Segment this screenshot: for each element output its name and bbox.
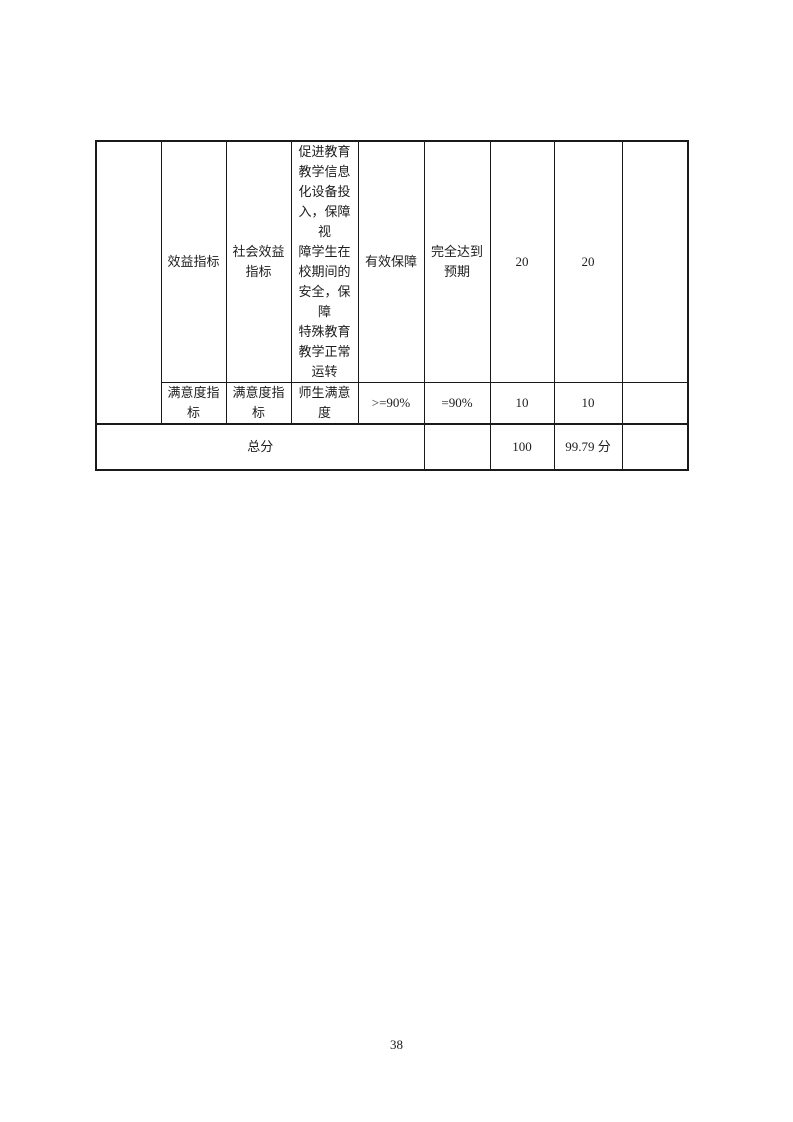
cell-benefit-full-score: 20 (489, 140, 555, 383)
cell-benefit-indicator: 促进教育 教学信息 化设备投 入，保障视 障学生在 校期间的 安全，保障 特殊教… (290, 140, 359, 383)
cell-total-full-score: 100 (489, 423, 555, 471)
cell-benefit-target: 有效保障 (357, 140, 425, 383)
cell-benefit-subcategory: 社会效益 指标 (225, 140, 292, 383)
cell-benefit-score: 20 (553, 140, 623, 383)
page-number: 38 (390, 1037, 403, 1052)
cell-total-label: 总分 (95, 423, 425, 471)
cell-total-note (621, 423, 689, 471)
cell-satisfaction-category: 满意度指 标 (160, 382, 227, 425)
cell-benefit-category: 效益指标 (160, 140, 227, 383)
cell-satisfaction-target: >=90% (357, 382, 425, 425)
cell-satisfaction-indicator: 师生满意 度 (290, 382, 359, 425)
performance-indicator-table: 效益指标 社会效益 指标 促进教育 教学信息 化设备投 入，保障视 障学生在 校… (95, 140, 689, 471)
cell-satisfaction-actual: =90% (423, 382, 491, 425)
cell-benefit-actual: 完全达到 预期 (423, 140, 491, 383)
table-row-satisfaction: 满意度指 标 满意度指 标 师生满意 度 >=90% =90% 10 10 (96, 382, 689, 425)
cell-satisfaction-subcategory: 满意度指 标 (225, 382, 292, 425)
cell-benefit-note (621, 140, 689, 383)
cell-left-spacer (95, 140, 162, 425)
table-row-benefit: 效益指标 社会效益 指标 促进教育 教学信息 化设备投 入，保障视 障学生在 校… (95, 140, 689, 425)
cell-satisfaction-full-score: 10 (489, 382, 555, 425)
cell-satisfaction-score: 10 (553, 382, 623, 425)
cell-total-score: 99.79 分 (553, 423, 623, 471)
table-row-total: 总分 100 99.79 分 (95, 423, 689, 471)
cell-total-empty (423, 423, 491, 471)
cell-satisfaction-note (621, 382, 689, 425)
